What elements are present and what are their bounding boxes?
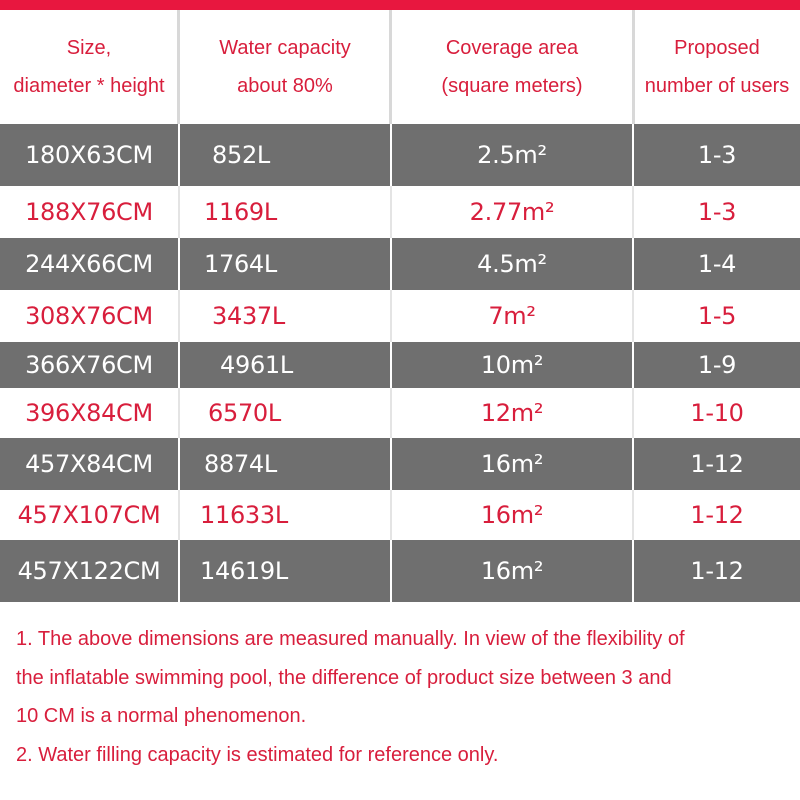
table-row: 457X84CM 8874L 16m² 1-12: [0, 438, 800, 490]
column-divider: [632, 438, 634, 490]
cell-users: 1-10: [690, 399, 744, 427]
cell-capacity: 3437L: [212, 302, 285, 330]
note-line: 10 CM is a normal phenomenon.: [16, 705, 307, 727]
cell-area: 7m²: [488, 302, 536, 330]
column-divider: [390, 238, 392, 290]
header-area-line2: (square meters): [441, 75, 583, 97]
column-divider: [390, 388, 392, 438]
cell-capacity: 1169L: [204, 198, 277, 226]
cell-users: 1-4: [697, 250, 737, 278]
cell-capacity: 852L: [212, 141, 270, 169]
top-accent-bar: [0, 0, 800, 10]
cell-area: 12m²: [480, 399, 544, 427]
column-divider: [390, 186, 392, 238]
cell-size: 180X63CM: [25, 141, 153, 169]
column-divider: [178, 290, 180, 342]
header-users-line2: number of users: [644, 75, 790, 97]
table-row: 457X122CM 14619L 16m² 1-12: [0, 540, 800, 602]
header-capacity: Water capacity about 80%: [180, 10, 390, 124]
header-divider: [389, 10, 392, 124]
cell-capacity: 8874L: [204, 450, 277, 478]
cell-capacity: 6570L: [208, 399, 281, 427]
note-line: 1. The above dimensions are measured man…: [16, 628, 685, 650]
cell-users: 1-9: [697, 351, 737, 379]
header-area: Coverage area (square meters): [392, 10, 632, 124]
cell-users: 1-12: [690, 557, 744, 585]
column-divider: [178, 490, 180, 540]
column-divider: [632, 186, 634, 238]
cell-size: 457X107CM: [17, 501, 161, 529]
table-row: 366X76CM 4961L 10m² 1-9: [0, 342, 800, 388]
header-capacity-line2: about 80%: [237, 75, 333, 97]
column-divider: [390, 124, 392, 186]
column-divider: [632, 342, 634, 388]
header-divider: [632, 10, 635, 124]
column-divider: [178, 186, 180, 238]
note-line: 2. Water filling capacity is estimated f…: [16, 743, 499, 766]
table-row: 180X63CM 852L 2.5m² 1-3: [0, 124, 800, 186]
column-divider: [390, 438, 392, 490]
notes: 1. The above dimensions are measured man…: [16, 620, 786, 774]
header-divider: [177, 10, 180, 124]
cell-size: 188X76CM: [25, 198, 153, 226]
cell-users: 1-3: [697, 198, 737, 226]
column-divider: [390, 290, 392, 342]
column-divider: [632, 540, 634, 602]
column-divider: [632, 290, 634, 342]
cell-size: 244X66CM: [25, 250, 153, 278]
column-divider: [178, 238, 180, 290]
header-area-line1: Coverage area: [445, 37, 579, 59]
cell-users: 1-12: [690, 501, 744, 529]
cell-area: 2.77m²: [469, 198, 555, 226]
header-users-line1: Proposed: [674, 37, 760, 59]
header-size-line2: diameter * height: [13, 75, 165, 97]
column-divider: [178, 388, 180, 438]
cell-size: 457X122CM: [17, 557, 161, 585]
header-size: Size, diameter * height: [0, 10, 178, 124]
cell-area: 2.5m²: [477, 141, 547, 169]
cell-size: 457X84CM: [25, 450, 153, 478]
column-divider: [178, 438, 180, 490]
table-row: 244X66CM 1764L 4.5m² 1-4: [0, 238, 800, 290]
column-divider: [632, 238, 634, 290]
table-row: 396X84CM 6570L 12m² 1-10: [0, 388, 800, 438]
cell-capacity: 1764L: [204, 250, 277, 278]
column-divider: [632, 388, 634, 438]
cell-area: 10m²: [480, 351, 544, 379]
header-users: Proposed number of users: [634, 10, 800, 124]
cell-size: 366X76CM: [25, 351, 153, 379]
column-divider: [390, 490, 392, 540]
column-divider: [632, 124, 634, 186]
header-capacity-line1: Water capacity: [219, 37, 351, 59]
column-divider: [178, 342, 180, 388]
size-table: Size, diameter * height Water capacity abo…: [0, 10, 800, 602]
cell-size: 396X84CM: [25, 399, 153, 427]
column-divider: [178, 124, 180, 186]
cell-capacity: 4961L: [220, 351, 293, 379]
table-header: Size, diameter * height Water capacity abo…: [0, 10, 800, 124]
table-row: 308X76CM 3437L 7m² 1-5: [0, 290, 800, 342]
cell-area: 16m²: [480, 450, 544, 478]
column-divider: [390, 540, 392, 602]
cell-users: 1-12: [690, 450, 744, 478]
table-row: 188X76CM 1169L 2.77m² 1-3: [0, 186, 800, 238]
cell-capacity: 11633L: [200, 501, 288, 529]
column-divider: [632, 490, 634, 540]
cell-area: 4.5m²: [477, 250, 547, 278]
cell-area: 16m²: [480, 501, 544, 529]
cell-size: 308X76CM: [25, 302, 153, 330]
cell-users: 1-3: [697, 141, 737, 169]
column-divider: [390, 342, 392, 388]
table-row: 457X107CM 11633L 16m² 1-12: [0, 490, 800, 540]
cell-users: 1-5: [697, 302, 737, 330]
cell-capacity: 14619L: [200, 557, 288, 585]
column-divider: [178, 540, 180, 602]
header-size-line1: Size,: [66, 37, 112, 59]
cell-area: 16m²: [480, 557, 544, 585]
note-line: the inflatable swimming pool, the differ…: [16, 666, 672, 689]
